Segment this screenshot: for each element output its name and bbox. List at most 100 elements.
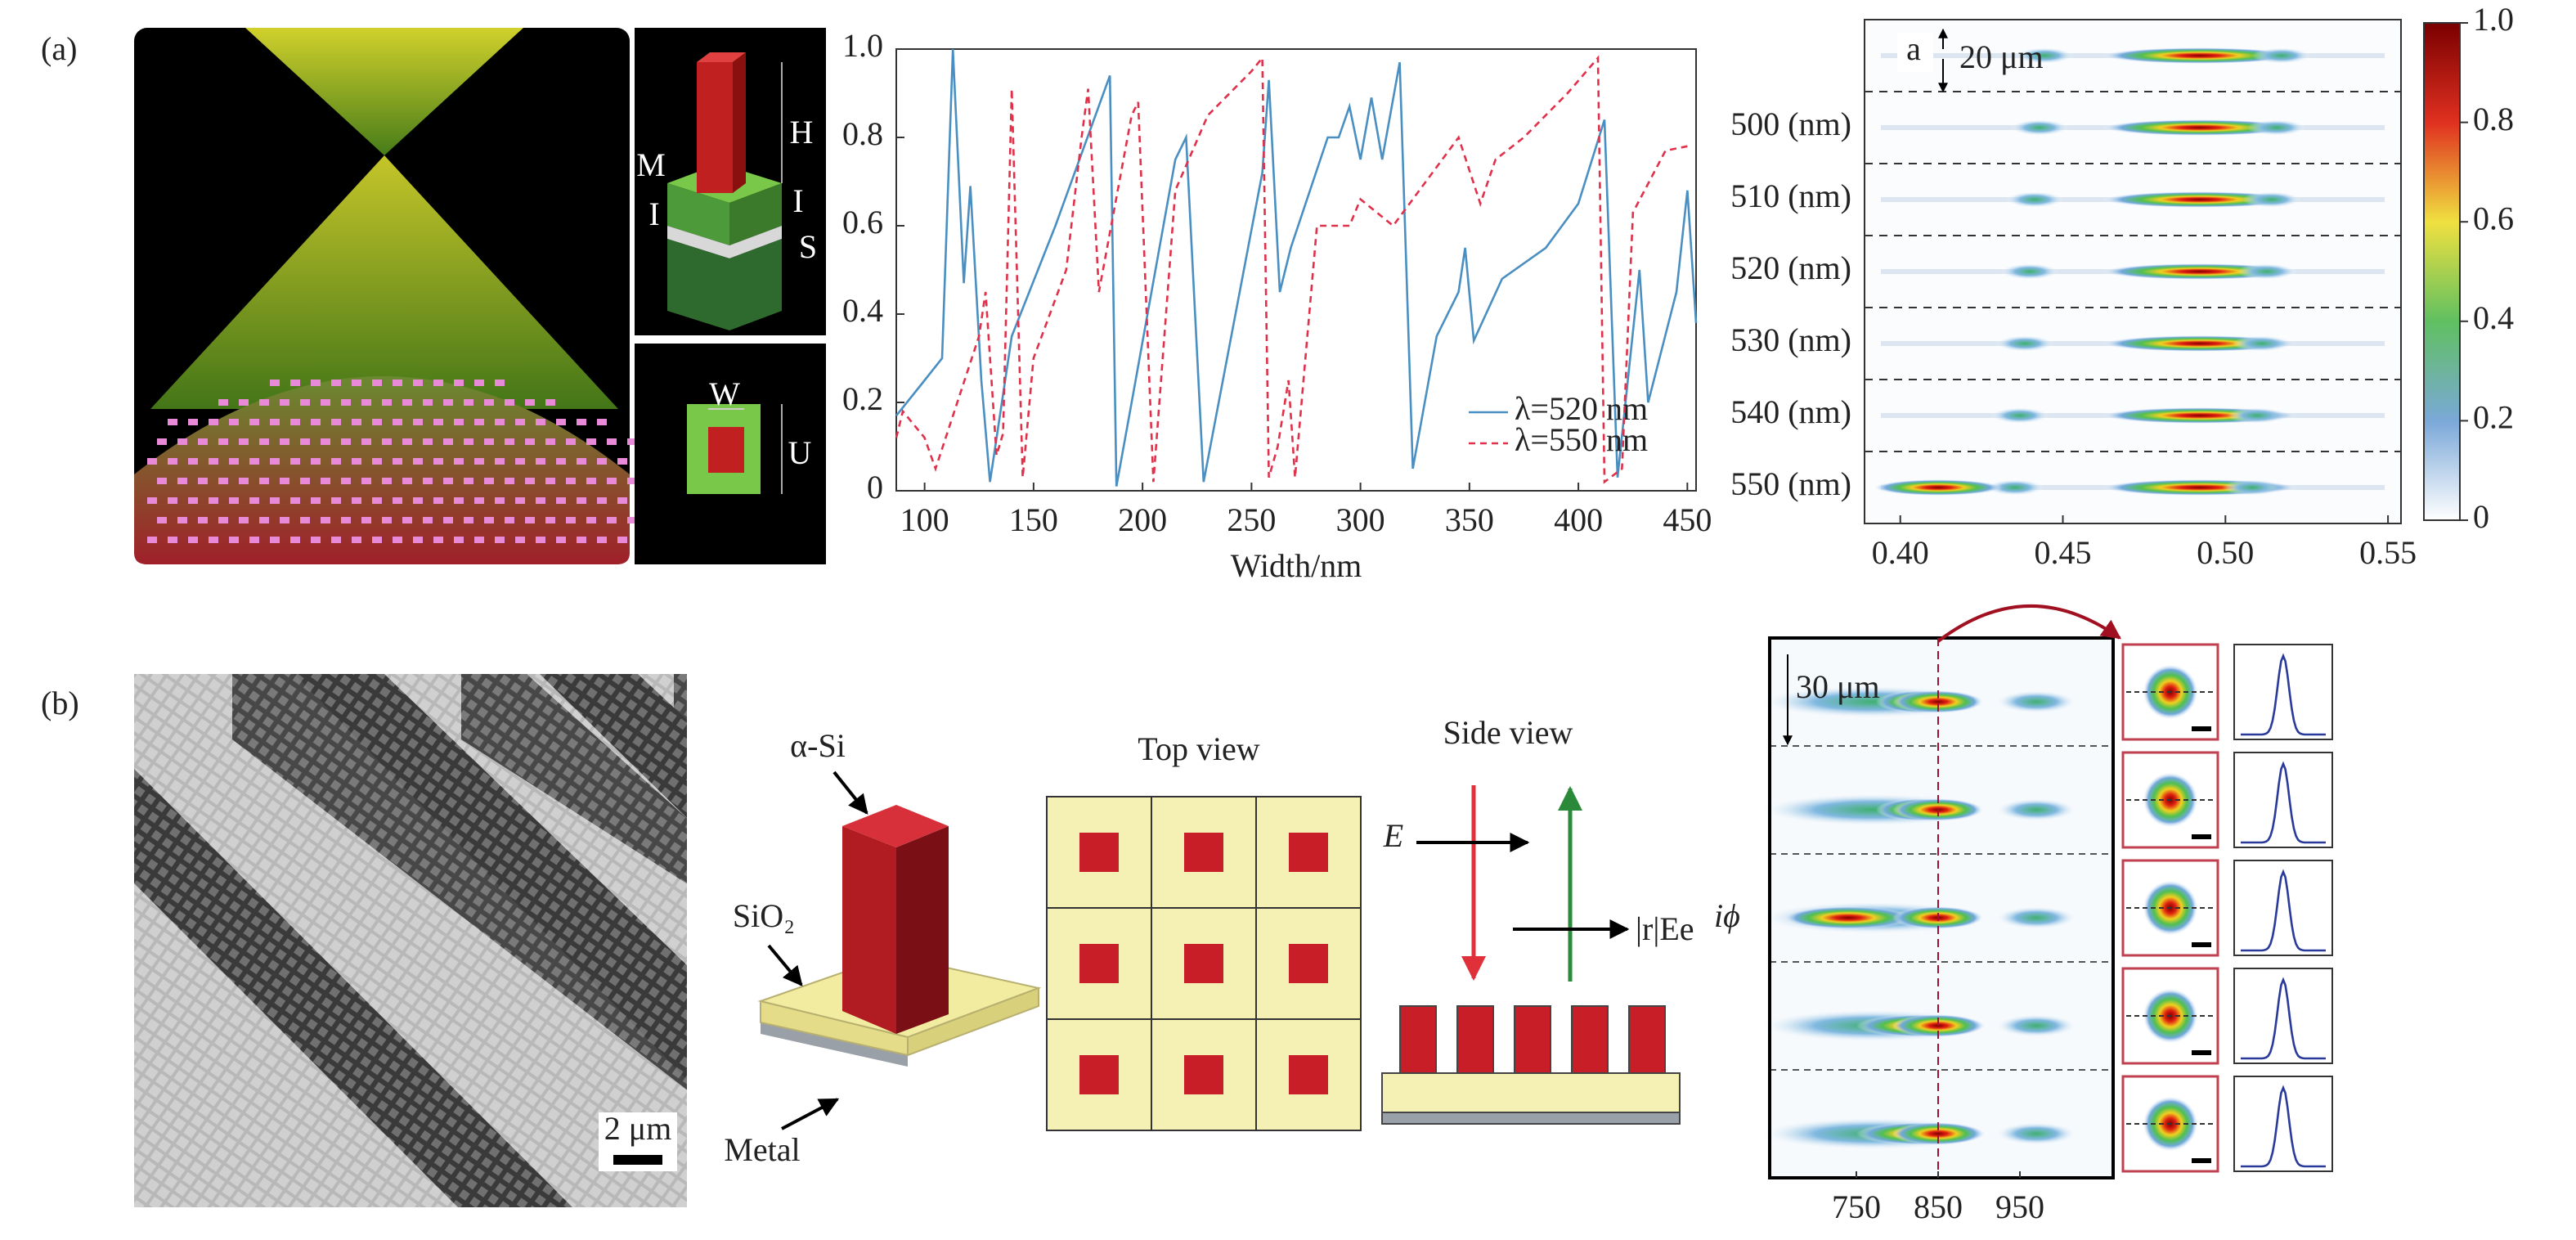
pillar-top — [290, 458, 300, 465]
pillar-top — [341, 517, 351, 523]
x-tick-label: 400 — [1554, 501, 1603, 538]
pillar-top — [474, 419, 484, 425]
pillar-top — [443, 517, 453, 523]
y-tick-label: 1.0 — [842, 27, 883, 64]
pillar-top — [597, 497, 607, 504]
pillar-top — [239, 517, 249, 523]
colorbar-tick-label: 0.4 — [2473, 299, 2514, 336]
pillar-top — [157, 517, 167, 523]
pillar-top — [464, 478, 473, 484]
schematic-label: I — [792, 182, 803, 219]
pillar-top — [402, 478, 412, 484]
pillar-top — [566, 517, 576, 523]
light-cone — [245, 28, 523, 155]
x-tick-label: 350 — [1445, 501, 1494, 538]
profile-box — [2233, 860, 2333, 956]
pillar-top — [474, 537, 484, 543]
slab-side — [907, 986, 1039, 1057]
unit-cell-label: Metal — [724, 1131, 800, 1168]
inset-scale — [2192, 942, 2211, 947]
top-view-pillar — [1289, 833, 1328, 872]
pillar-top — [300, 399, 310, 406]
pillar-top — [168, 458, 177, 465]
pillar-top — [515, 497, 525, 504]
schematic-label: H — [790, 114, 814, 151]
pillar-top — [198, 517, 208, 523]
pillar-top — [393, 380, 402, 386]
label-box — [1897, 33, 1933, 72]
series-line — [895, 55, 1688, 484]
pillar-top — [545, 399, 555, 406]
pillar-top — [393, 419, 402, 425]
field-spot — [1783, 906, 1914, 929]
pillar-top — [311, 419, 321, 425]
pillar-top — [586, 478, 596, 484]
sem-stripe — [461, 674, 687, 884]
pillar-top — [423, 478, 433, 484]
field-spot — [2247, 119, 2306, 136]
view-title: Top view — [1138, 730, 1260, 767]
pillar-top — [413, 497, 423, 504]
field-label: |r|Ee — [1636, 910, 1694, 947]
pillar-top — [525, 438, 535, 445]
pillar-top — [331, 497, 341, 504]
side-pillar — [1399, 1005, 1437, 1074]
pillar-top — [249, 497, 259, 504]
pillar-top — [495, 380, 505, 386]
pillar-top — [341, 478, 351, 484]
pillar-top — [259, 399, 269, 406]
profile-box — [2233, 1076, 2333, 1172]
pillar-top — [280, 517, 289, 523]
pillar-top — [566, 478, 576, 484]
pointer — [832, 771, 868, 815]
pillar-top — [515, 419, 525, 425]
field-spot — [1995, 906, 2077, 929]
pillar-top — [484, 517, 494, 523]
x-tick-label: 200 — [1118, 501, 1167, 538]
field-spot — [2223, 479, 2282, 496]
spacer — [667, 226, 782, 258]
pillar-top — [454, 419, 464, 425]
field-spot — [2015, 47, 2074, 64]
pillar-top — [484, 438, 494, 445]
pillar-top — [393, 458, 402, 465]
pillar-top — [321, 438, 330, 445]
pillar-top — [311, 497, 321, 504]
field-label-sup: iϕ — [1714, 897, 1740, 934]
pillar-top — [372, 380, 382, 386]
pillar-top — [280, 399, 289, 406]
pillar-top — [157, 478, 167, 484]
pillar-top — [239, 478, 249, 484]
pillar-top — [361, 399, 371, 406]
series-line — [895, 48, 1698, 487]
pillar-top — [556, 419, 566, 425]
y-tick-label: 0.2 — [842, 380, 883, 417]
pillar-top — [474, 380, 484, 386]
y-tick-label: 0 — [867, 469, 883, 505]
pillar-top — [372, 497, 382, 504]
pillar-top — [331, 380, 341, 386]
pillar-top — [413, 537, 423, 543]
pillar-top — [545, 438, 555, 445]
legend-label: λ=550 nm — [1515, 421, 1648, 458]
sem-stripe — [294, 674, 687, 1080]
x-tick-label: 250 — [1227, 501, 1276, 538]
field-spot — [2005, 191, 2064, 208]
x-axis-label: Width/nm — [1231, 547, 1362, 584]
pillar-top — [352, 380, 361, 386]
profile-curve — [2241, 869, 2326, 952]
x-tick-label: 300 — [1336, 501, 1385, 538]
pillar-top — [577, 458, 586, 465]
top-view-pillar — [1079, 1055, 1119, 1094]
pillar-top — [321, 399, 330, 406]
slab-side — [729, 183, 782, 245]
pillar-top — [218, 478, 228, 484]
field-label: E — [1383, 817, 1403, 854]
pillar-top — [280, 478, 289, 484]
sem-stripe — [232, 674, 687, 1090]
metal-layer — [1381, 1112, 1681, 1125]
pillar-top — [259, 438, 269, 445]
pillar-top — [454, 380, 464, 386]
field-spot — [1995, 1122, 2077, 1145]
pointer — [767, 944, 803, 986]
